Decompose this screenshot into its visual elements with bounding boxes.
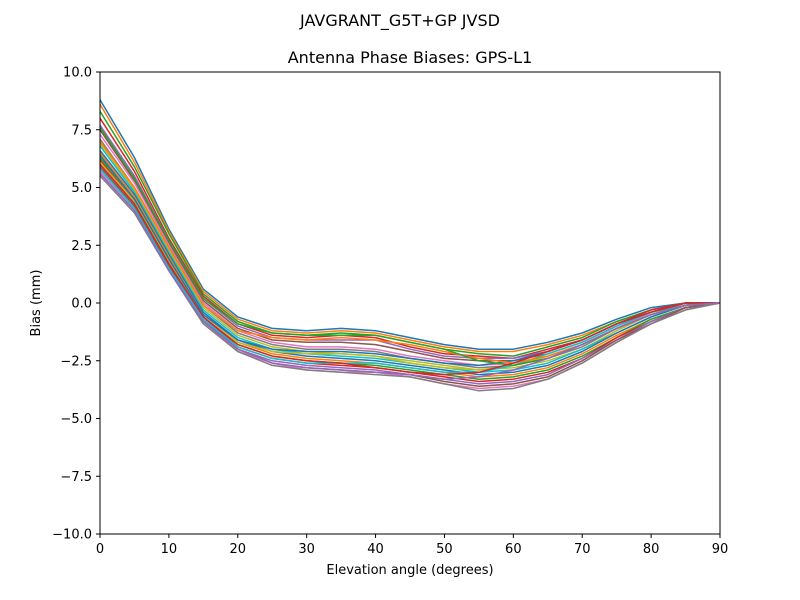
x-tick-label: 80: [643, 542, 660, 557]
series-line: [99, 99, 720, 350]
series-line: [99, 143, 721, 371]
x-axis-label: Elevation angle (degrees): [326, 563, 493, 578]
y-axis: 10.0 7.5 5.0 2.5 0.0 −2.5 −5.0 −7.5 −10.0: [52, 66, 100, 543]
y-axis-label: Bias (mm): [29, 270, 44, 337]
x-tick-label: 50: [436, 542, 453, 557]
x-tick-label: 20: [230, 542, 247, 557]
y-tick-label: −7.5: [60, 470, 92, 485]
y-tick-label: −10.0: [52, 528, 92, 543]
series-line: [99, 168, 721, 374]
y-tick-label: 0.0: [71, 297, 92, 312]
y-tick-label: 10.0: [63, 66, 92, 81]
x-tick-label: 60: [505, 542, 522, 557]
y-tick-label: −5.0: [60, 412, 92, 427]
series-line: [99, 163, 720, 376]
x-tick-label: 10: [161, 542, 178, 557]
x-tick-label: 70: [574, 542, 591, 557]
x-tick-label: 40: [367, 542, 384, 557]
y-tick-label: 7.5: [71, 123, 92, 138]
chart-suptitle: JAVGRANT_G5T+GP JVSD: [299, 11, 500, 31]
y-tick-label: 2.5: [71, 239, 92, 254]
series-layer: [99, 99, 721, 392]
series-line: [99, 150, 721, 376]
y-tick-label: 5.0: [71, 181, 92, 196]
series-line: [99, 175, 721, 392]
x-tick-label: 90: [712, 542, 729, 557]
y-tick-label: −2.5: [60, 354, 92, 369]
x-tick-label: 30: [298, 542, 315, 557]
chart-title: Antenna Phase Biases: GPS-L1: [288, 48, 533, 67]
series-line: [99, 173, 721, 380]
x-axis: 0 10 20 30 40 50 60 70 80 90: [96, 534, 728, 557]
x-tick-label: 0: [96, 542, 104, 557]
